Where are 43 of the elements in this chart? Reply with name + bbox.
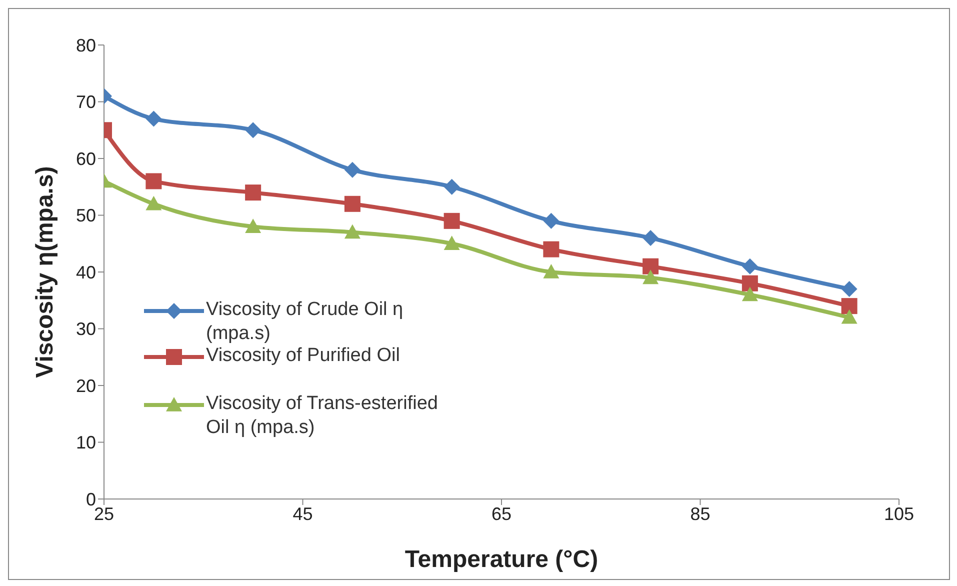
y-tick-label: 70 bbox=[76, 92, 96, 112]
point bbox=[444, 236, 460, 250]
point bbox=[146, 110, 162, 127]
point bbox=[841, 309, 858, 324]
point bbox=[543, 212, 560, 229]
point bbox=[742, 258, 758, 274]
y-tick-label: 30 bbox=[76, 319, 96, 340]
point bbox=[444, 178, 460, 195]
y-tick-label: 20 bbox=[76, 376, 96, 396]
legend-label: Viscosity of Trans-esterified Oil η (mpa.s) bbox=[206, 392, 439, 440]
point bbox=[543, 241, 560, 258]
legend-label: Viscosity of Crude Oil η (mpa.s) bbox=[206, 298, 404, 346]
y-tick-label: 0 bbox=[86, 489, 96, 510]
point bbox=[245, 184, 262, 201]
point bbox=[841, 281, 858, 298]
y-tick-label: 50 bbox=[76, 206, 96, 226]
point bbox=[245, 122, 262, 138]
legend-label: Viscosity of Purified Oil bbox=[206, 344, 401, 368]
x-tick-label: 85 bbox=[690, 504, 710, 524]
point bbox=[742, 275, 758, 292]
point bbox=[245, 218, 262, 233]
point bbox=[543, 264, 560, 278]
point bbox=[146, 173, 162, 190]
point bbox=[444, 212, 460, 229]
x-tick-label: 105 bbox=[884, 504, 914, 524]
point bbox=[344, 162, 360, 178]
point bbox=[642, 230, 659, 246]
y-axis-title: Viscosity η(mpa.s) bbox=[32, 166, 59, 378]
x-tick-label: 45 bbox=[292, 504, 313, 524]
point bbox=[642, 258, 659, 274]
point bbox=[742, 286, 758, 302]
x-axis-title: Temperature (°C) bbox=[404, 546, 598, 573]
point bbox=[146, 196, 162, 210]
point bbox=[642, 270, 659, 284]
y-tick-label: 60 bbox=[76, 148, 96, 169]
y-tick-label: 80 bbox=[76, 35, 96, 56]
point bbox=[841, 298, 858, 314]
x-tick-label: 65 bbox=[491, 504, 512, 524]
y-tick-label: 10 bbox=[76, 432, 96, 453]
point bbox=[344, 224, 360, 239]
x-tick-label: 25 bbox=[94, 504, 114, 524]
y-tick-label: 40 bbox=[76, 262, 96, 282]
point bbox=[344, 196, 360, 212]
